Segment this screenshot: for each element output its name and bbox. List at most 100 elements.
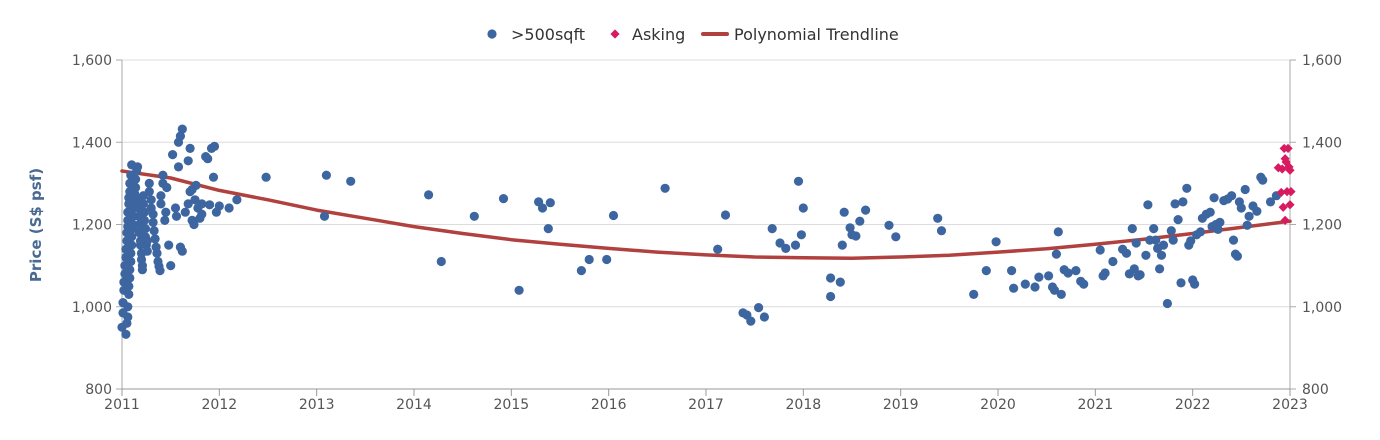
data-point [1079,279,1089,289]
x-tick-label: 2019 [883,397,919,413]
legend-label-trend[interactable]: Polynomial Trendline [734,25,899,44]
asking-point [1285,165,1295,175]
asking-point [1286,187,1296,197]
data-point [197,199,207,209]
asking-point [1278,202,1288,212]
data-point [261,172,271,182]
data-point [144,187,154,197]
data-point [149,226,159,236]
data-point [1213,224,1223,234]
data-point [576,266,587,276]
data-point [602,254,612,265]
data-point [1143,200,1153,210]
data-point [1135,270,1145,280]
data-point [584,254,594,265]
trendline-layer [120,169,1292,260]
data-point [211,207,221,217]
data-point [1051,249,1061,259]
data-point [1182,183,1192,193]
data-point [161,207,171,217]
data-point [1186,236,1196,246]
data-point [793,176,804,186]
data-point [1205,207,1215,217]
data-point [166,261,176,271]
data-point [1240,184,1250,195]
data-point [152,248,162,258]
data-point [133,162,143,172]
x-tick-label: 2014 [396,397,432,413]
data-point [160,215,170,225]
legend-label-dots[interactable]: >500sqft [511,25,585,44]
data-point [1227,191,1237,201]
data-point [608,210,619,221]
data-point [1215,217,1225,227]
data-point [1151,235,1161,245]
data-point [1190,279,1200,289]
data-point [775,238,785,248]
data-point [224,203,234,213]
data-point [1168,235,1178,245]
data-point [131,182,141,193]
data-point [170,203,181,213]
data-point [144,178,154,188]
data-point [171,211,182,221]
data-point [933,213,943,223]
data-point [855,216,865,226]
x-tick-label: 2012 [202,397,238,413]
data-point [1209,193,1219,203]
data-point [126,248,136,258]
data-point [1173,215,1183,225]
data-point [781,243,791,253]
x-tick-label: 2020 [980,397,1016,413]
data-point [346,176,356,186]
data-point [150,234,160,244]
asking-point [1277,164,1287,174]
data-point [137,265,147,275]
data-point [1156,250,1167,260]
data-point [146,195,156,205]
data-point [837,240,847,250]
data-point [183,156,193,166]
data-point [148,217,158,227]
trendline-path [120,169,1292,260]
data-point [156,191,166,201]
data-point [1100,268,1110,278]
data-point [1155,264,1165,274]
data-point [1063,268,1073,278]
data-point [660,183,670,193]
y-right-tick-label: 1,400 [1302,135,1342,151]
data-point [936,226,947,236]
data-point [1236,203,1246,213]
data-point [126,256,136,267]
data-point [232,195,242,205]
data-point [826,273,836,283]
data-point [1056,289,1066,299]
data-point [139,215,149,225]
legend[interactable]: >500sqft Asking Polynomial Trendline [487,25,899,44]
y-tick-label: 1,600 [72,53,112,69]
data-point [1178,197,1188,207]
data-point [1244,211,1254,221]
data-point [187,184,197,195]
data-point [1166,226,1176,236]
data-point [1030,282,1040,292]
x-tick-label: 2016 [591,397,627,413]
data-point [1228,235,1239,245]
x-tick-label: 2023 [1272,397,1308,413]
y-tick-label: 800 [85,382,112,398]
data-point [127,232,137,242]
data-point [1232,251,1242,261]
data-point [1242,220,1252,230]
asking-point [1285,200,1295,210]
legend-label-asking[interactable]: Asking [632,25,685,44]
data-point [713,244,723,254]
data-point [884,220,894,230]
data-point [125,265,135,275]
data-point [1071,266,1081,276]
y-axis-title: Price (S$ psf) [27,168,45,282]
data-point [720,210,731,220]
data-point [156,199,166,209]
data-point [424,190,434,200]
